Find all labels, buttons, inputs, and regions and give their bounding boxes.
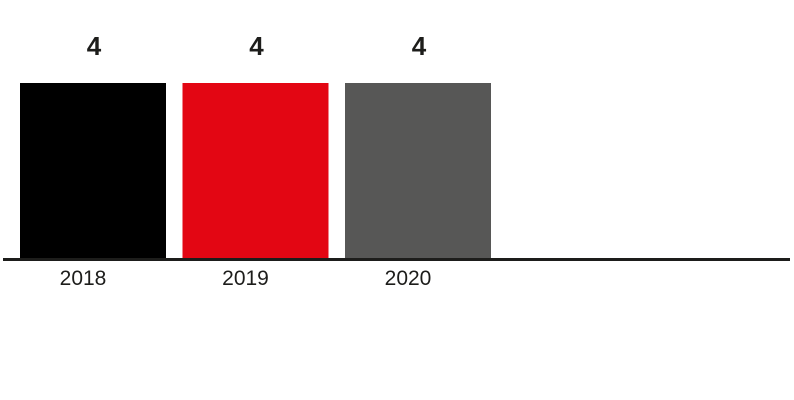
x-tick-label-2018: 2018 [60,267,107,290]
data-label-2019: 4 [249,31,264,61]
bar-2018 [20,83,166,258]
bar-2020 [345,83,491,258]
bar-2019 [182,83,329,258]
data-label-2018: 4 [87,31,102,61]
data-label-2020: 4 [412,31,427,61]
x-tick-label-2020: 2020 [385,267,432,290]
x-tick-label-2019: 2019 [222,267,269,290]
